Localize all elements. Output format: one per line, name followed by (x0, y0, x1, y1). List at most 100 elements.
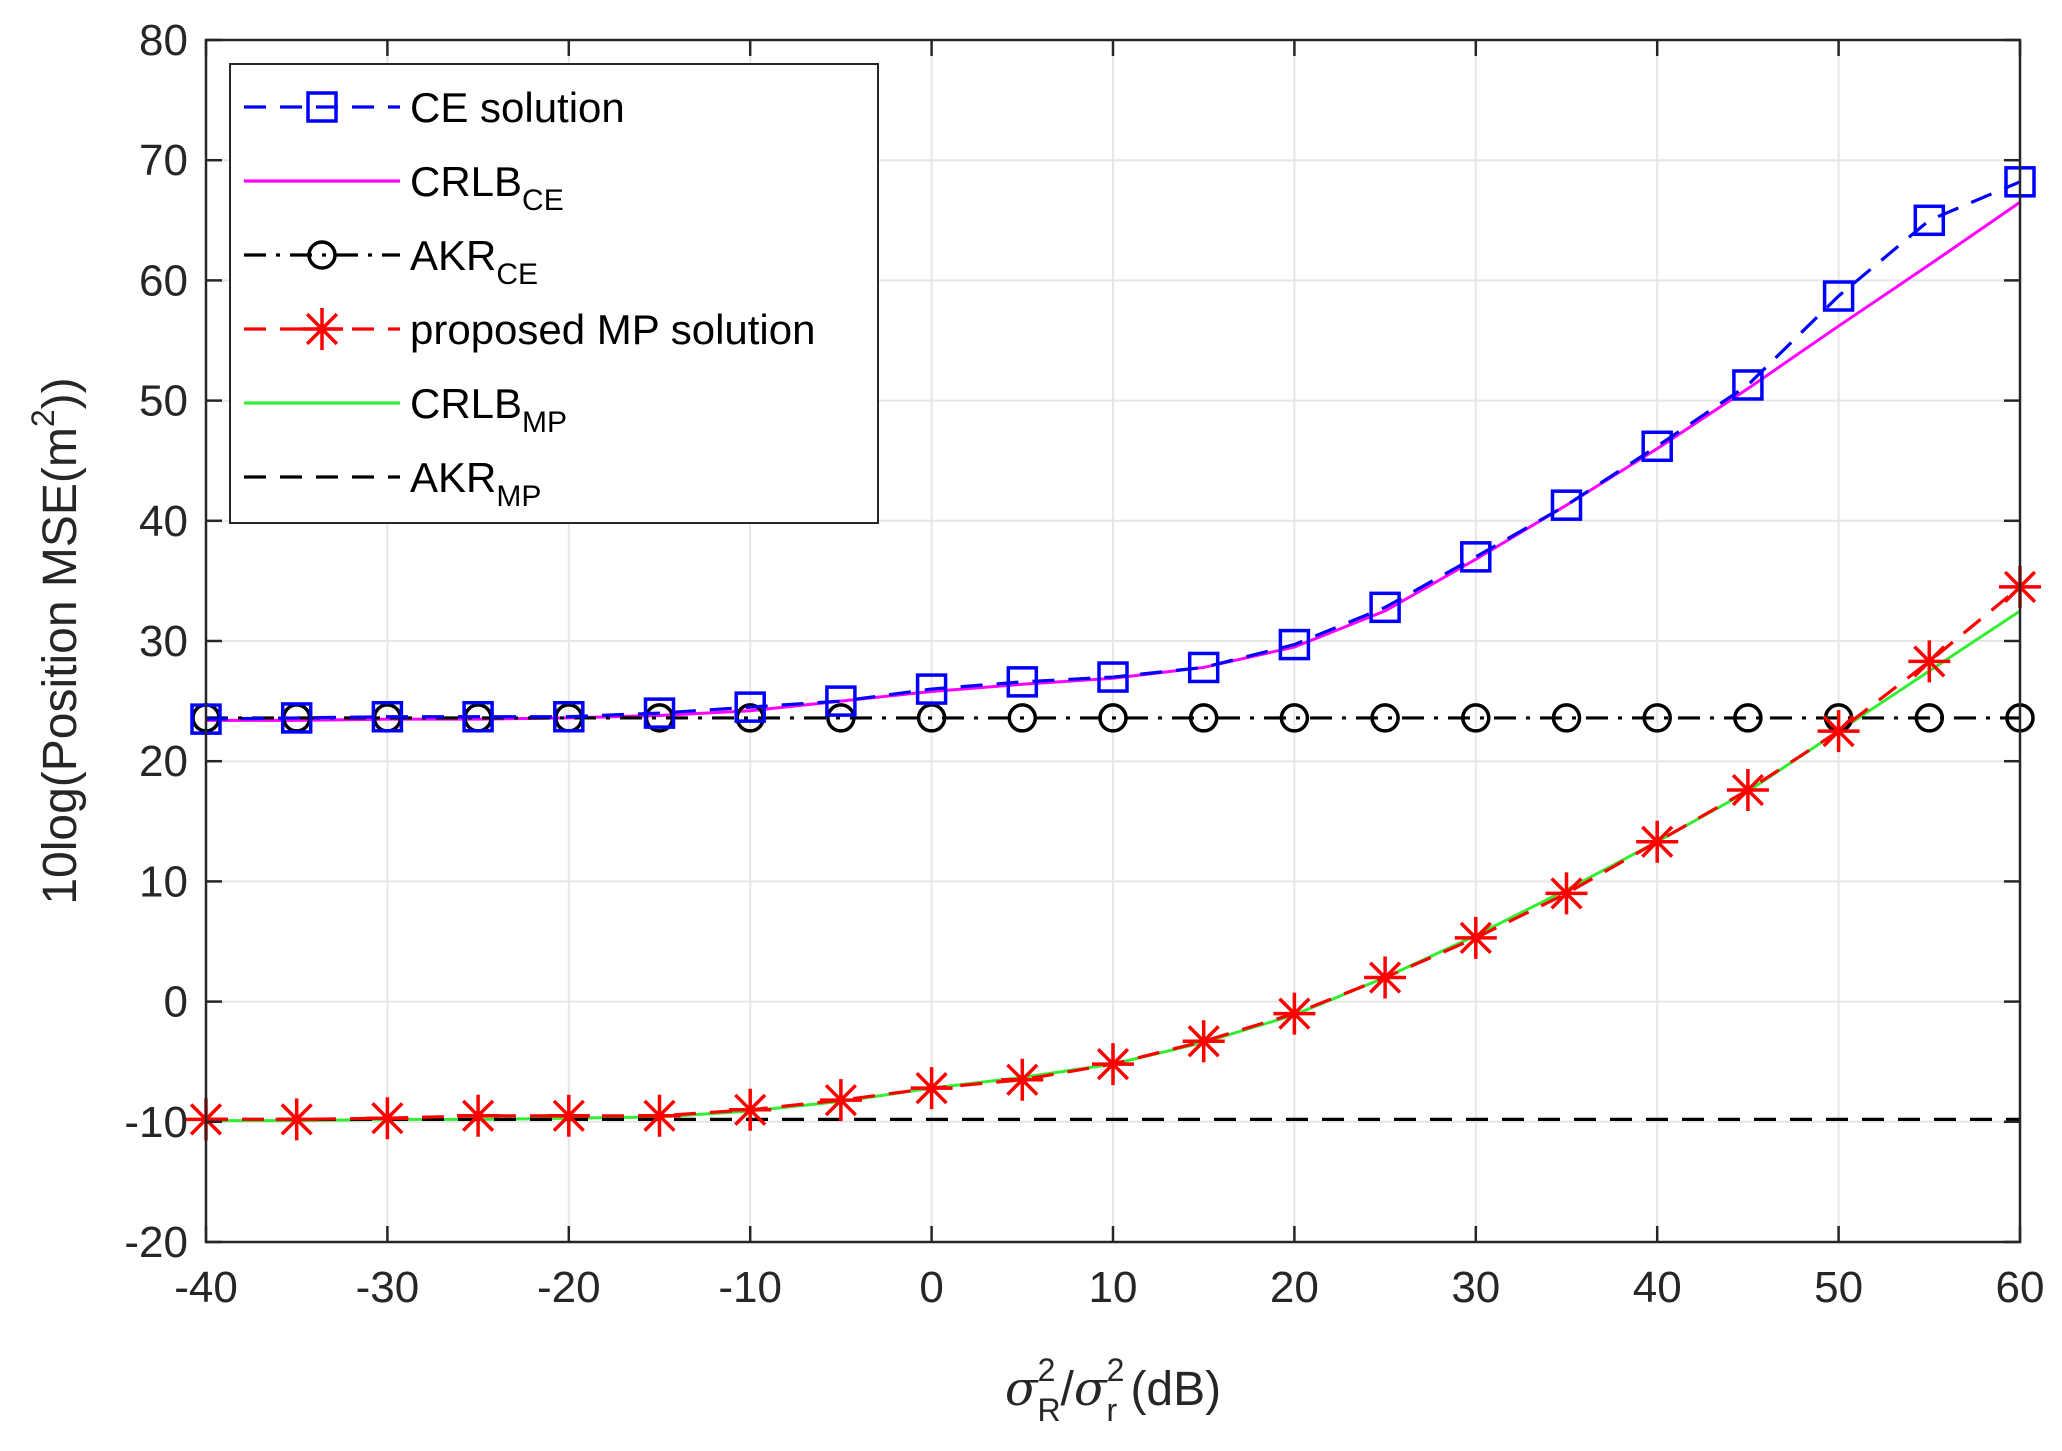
x-tick-label: -30 (356, 1263, 420, 1312)
series-3 (185, 565, 2041, 1141)
y-tick-label: 30 (139, 617, 188, 666)
data-point (819, 1079, 862, 1122)
series-line (205, 180, 2021, 721)
legend-entry-subscript: MP (496, 480, 541, 513)
y-tick-label: 40 (139, 497, 188, 546)
data-point (734, 691, 766, 723)
legend-entry-label: AKRMP (410, 454, 541, 513)
legend-entry-name: CRLB (410, 380, 522, 427)
data-point (643, 697, 676, 729)
data-point (547, 1094, 590, 1137)
legend-entry-name: CRLB (410, 158, 522, 205)
legend-entry-label: CRLBMP (410, 380, 567, 439)
data-point (1182, 1020, 1225, 1063)
data-point (1006, 666, 1039, 698)
data-point (1641, 430, 1673, 463)
data-point (1732, 369, 1764, 401)
legend-entry-name: AKR (410, 232, 496, 279)
legend-entry-subscript: MP (522, 406, 567, 439)
y-tick-label: 0 (164, 978, 188, 1027)
data-point (825, 685, 857, 717)
y-tick-label: -10 (124, 1098, 188, 1147)
x-tick-label: 60 (1996, 1263, 2045, 1312)
data-point (457, 1094, 500, 1137)
x-tick-label: 20 (1270, 1263, 1319, 1312)
legend-box (229, 63, 879, 524)
x-axis-label: σ2 R/σ2 r (dB) (1005, 1352, 1221, 1428)
y-tick-label: 20 (139, 737, 188, 786)
x-tick-label: 50 (1814, 1263, 1863, 1312)
data-point (280, 702, 313, 734)
legend-marker (306, 91, 338, 123)
x-tick-label: 40 (1633, 1263, 1682, 1312)
x-tick-label: 0 (919, 1263, 943, 1312)
data-point (1908, 640, 1951, 683)
data-point (916, 703, 947, 733)
legend-marker (307, 240, 337, 270)
data-point (366, 1097, 409, 1140)
legend-entry-name: CE solution (410, 84, 625, 131)
data-point (1279, 703, 1310, 733)
y-tick-label: 10 (139, 857, 188, 906)
data-point (1454, 916, 1497, 959)
data-point (1642, 703, 1672, 733)
data-point (1097, 661, 1129, 693)
data-point (729, 1088, 772, 1131)
legend-entry-subscript: CE (522, 184, 564, 217)
data-point (1817, 710, 1860, 753)
series-layer (185, 166, 2041, 1141)
data-point (1545, 872, 1588, 915)
data-point (1370, 703, 1400, 733)
data-point (462, 700, 494, 733)
y-tick-label: 50 (139, 377, 188, 426)
data-point (1092, 1043, 1134, 1086)
data-point (1914, 703, 1945, 733)
data-point (1733, 703, 1763, 733)
data-point (826, 703, 856, 733)
legend-entry-label: proposed MP solution (410, 306, 815, 353)
data-point (638, 1094, 681, 1137)
y-tick-label: -20 (124, 1218, 188, 1267)
legend-marker (301, 308, 343, 350)
data-point (1726, 769, 1769, 812)
x-tick-label: -20 (537, 1263, 601, 1312)
legend-entry-subscript: CE (496, 258, 538, 291)
legend-entry-label: CE solution (410, 84, 625, 131)
legend-entry-label: AKRCE (410, 232, 538, 291)
data-point (1187, 651, 1220, 684)
x-tick-label: -10 (718, 1263, 782, 1312)
data-point (910, 1067, 953, 1110)
legend-entry-label: CRLBCE (410, 158, 564, 217)
data-point (1007, 703, 1038, 733)
data-point (1273, 992, 1316, 1035)
legend-entry-name: AKR (410, 454, 496, 501)
data-point (915, 673, 948, 705)
data-point (1551, 703, 1582, 733)
data-point (1098, 703, 1128, 733)
data-point (1822, 280, 1855, 312)
legend-entry-name: proposed MP solution (410, 306, 815, 353)
data-point (1278, 628, 1311, 661)
data-point (553, 700, 585, 733)
x-tick-label: 30 (1451, 1263, 1500, 1312)
data-point (1913, 204, 1946, 237)
data-point (1369, 591, 1401, 624)
ticks: -40 -30 -20 -10 0 10 20 30 40 50 60 -20 -10 0 10 20 30 40… (124, 16, 2044, 1312)
y-tick-label: 80 (139, 16, 188, 65)
data-point (1188, 703, 1219, 733)
data-point (371, 700, 404, 733)
data-point (1364, 956, 1407, 999)
data-point (1636, 820, 1679, 863)
data-point (1001, 1058, 1044, 1101)
data-point (1460, 541, 1492, 573)
x-tick-label: -40 (174, 1263, 238, 1312)
x-tick-label: 10 (1089, 1263, 1138, 1312)
data-point (1550, 489, 1583, 521)
y-axis-label: 10log(Position MSE(m2)) (25, 377, 87, 904)
data-point (275, 1098, 318, 1141)
y-tick-label: 60 (139, 256, 188, 305)
y-tick-label: 70 (139, 136, 188, 185)
data-point (1461, 703, 1491, 733)
